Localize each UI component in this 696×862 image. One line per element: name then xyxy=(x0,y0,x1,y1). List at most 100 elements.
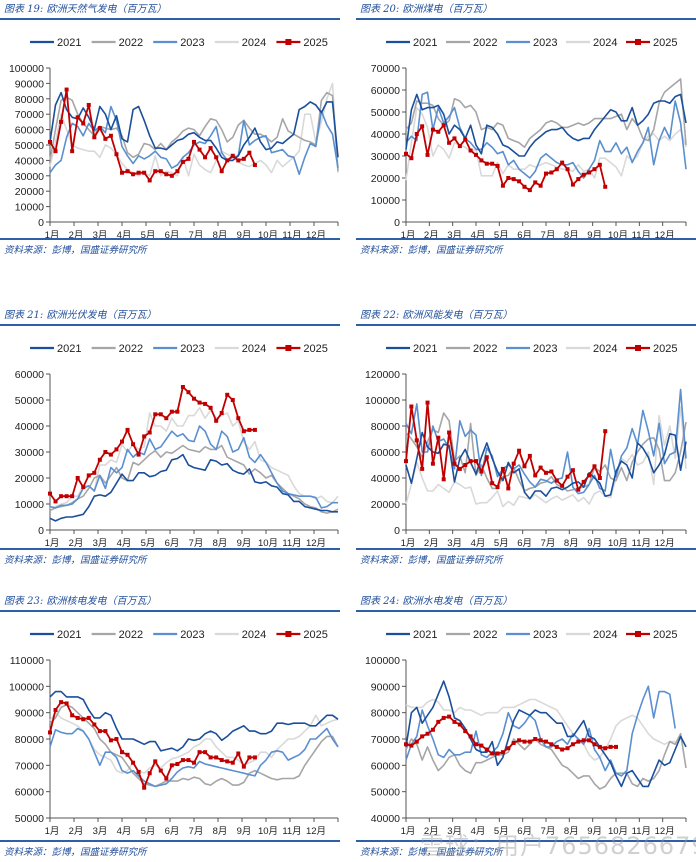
data-point xyxy=(614,744,618,749)
data-point xyxy=(597,476,602,480)
data-point xyxy=(114,152,119,157)
data-point xyxy=(164,416,169,421)
legend-item-2021: 2021 xyxy=(30,343,81,355)
x-tick-label: 1月 xyxy=(401,826,416,837)
data-point xyxy=(522,184,527,189)
data-point xyxy=(186,758,191,763)
series-2022 xyxy=(405,78,687,148)
x-tick-label: 2月 xyxy=(69,826,84,837)
data-point xyxy=(581,479,586,484)
y-tick-label: 100000 xyxy=(9,63,44,75)
data-point xyxy=(500,750,505,755)
data-point xyxy=(490,751,495,756)
x-tick-label: 12月 xyxy=(306,826,326,837)
data-point xyxy=(136,170,141,175)
legend-item-2021: 2021 xyxy=(30,37,81,49)
footer-rule xyxy=(356,238,696,240)
x-tick-label: 12月 xyxy=(655,230,675,241)
x-tick-label: 4月 xyxy=(117,230,132,241)
series-2021 xyxy=(49,690,339,752)
data-point xyxy=(479,469,484,474)
x-tick-label: 5月 xyxy=(494,538,509,549)
data-point xyxy=(474,459,478,464)
data-point xyxy=(436,435,441,440)
data-point xyxy=(197,400,202,405)
data-point xyxy=(538,465,543,470)
data-point xyxy=(414,438,419,443)
chart-title: 图表 22: 欧洲风能发电（百万瓦） xyxy=(360,310,513,321)
legend-label: 2021 xyxy=(57,343,81,355)
data-point xyxy=(452,719,457,724)
data-point xyxy=(490,481,495,486)
data-point xyxy=(565,167,570,172)
x-tick-label: 12月 xyxy=(306,538,326,549)
x-tick-label: 1月 xyxy=(45,230,60,241)
y-tick-label: 20000 xyxy=(15,186,44,198)
legend: 2021 2022 2023 2024 2025 xyxy=(30,629,328,641)
legend-label: 2023 xyxy=(533,37,557,49)
data-point xyxy=(59,119,64,124)
data-point xyxy=(430,727,435,732)
data-point xyxy=(517,448,522,453)
x-tick-label: 6月 xyxy=(165,826,180,837)
y-tick-label: 70000 xyxy=(371,734,400,746)
x-tick-label: 10月 xyxy=(258,538,278,549)
x-tick-label: 11月 xyxy=(632,826,651,837)
data-point xyxy=(452,136,457,141)
series-line-2024 xyxy=(49,407,339,509)
series-2021 xyxy=(49,91,339,162)
data-point xyxy=(75,715,80,720)
series-2025 xyxy=(404,123,608,193)
x-tick-label: 7月 xyxy=(541,826,556,837)
legend-label: 2023 xyxy=(533,343,557,355)
data-point xyxy=(208,755,213,760)
data-point xyxy=(114,447,119,452)
series-line-2021 xyxy=(49,453,338,522)
data-point xyxy=(527,188,532,193)
series-line-2023 xyxy=(405,91,687,179)
data-point xyxy=(142,170,147,175)
series-2025 xyxy=(404,400,608,492)
data-point xyxy=(576,739,581,744)
data-point xyxy=(125,169,130,174)
series-line-2024 xyxy=(405,698,676,761)
source-note: 资料来源：彭博，国盛证券研究所 xyxy=(4,847,147,858)
data-point xyxy=(430,127,435,132)
data-point xyxy=(527,739,532,744)
data-point xyxy=(511,740,516,745)
legend-label: 2024 xyxy=(242,343,266,355)
data-point xyxy=(511,177,516,182)
y-tick-label: 40000 xyxy=(15,155,44,167)
data-point xyxy=(603,746,608,751)
x-tick-label: 4月 xyxy=(471,230,486,241)
data-point xyxy=(203,155,208,160)
data-point xyxy=(92,722,97,727)
x-tick-label: 2月 xyxy=(424,826,439,837)
footer-rule xyxy=(0,548,340,550)
data-point xyxy=(420,466,425,471)
legend-label: 2024 xyxy=(593,343,617,355)
y-tick-label: 60000 xyxy=(371,447,400,459)
y-tick-label: 50000 xyxy=(15,813,44,825)
x-tick-label: 11月 xyxy=(282,538,301,549)
panel-solar: 图表 21: 欧洲光伏发电（百万瓦） 2021 2022 2023 2024 2025 0… xyxy=(0,306,348,568)
data-point xyxy=(214,755,219,760)
series-line-2025 xyxy=(49,88,256,182)
legend-marker xyxy=(285,39,292,45)
chart-hydro: 2021 2022 2023 2024 2025 40000 50000 60000 70000… xyxy=(365,629,687,837)
data-point xyxy=(592,742,597,747)
legend-label: 2025 xyxy=(303,629,327,641)
series-line-2021 xyxy=(405,431,687,500)
x-tick-label: 10月 xyxy=(258,230,278,241)
y-tick-label: 0 xyxy=(38,525,44,537)
data-point xyxy=(409,156,414,161)
y-tick-label: 60000 xyxy=(371,760,400,772)
legend-item-2023: 2023 xyxy=(153,343,205,355)
data-point xyxy=(175,169,180,174)
data-point xyxy=(230,398,235,402)
x-tick-label: 12月 xyxy=(655,826,675,837)
data-point xyxy=(114,737,119,741)
data-point xyxy=(236,416,241,421)
legend-label: 2025 xyxy=(303,37,327,49)
legend-label: 2024 xyxy=(242,37,266,49)
